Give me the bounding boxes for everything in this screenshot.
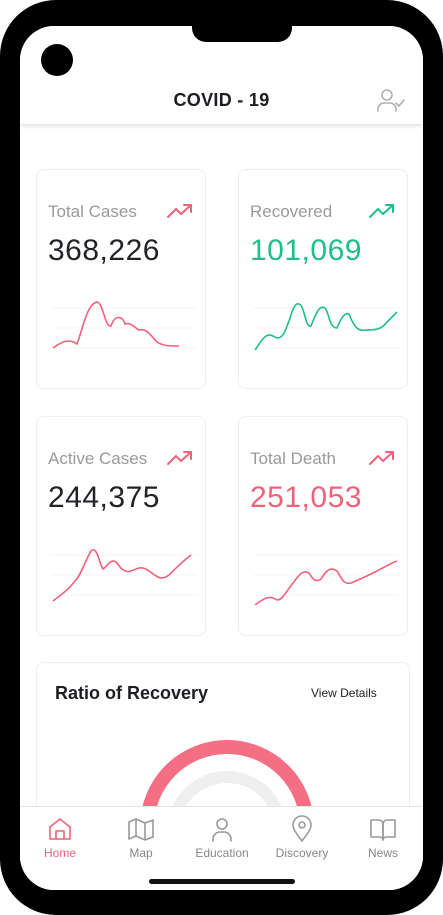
trending-up-icon [369,204,394,218]
card-value: 368,226 [48,234,160,267]
app-header: COVID - 19 [20,26,423,124]
home-indicator [149,879,295,884]
tab-home[interactable]: Home [20,815,100,865]
sparkline [253,554,399,605]
trending-up-icon [167,204,192,218]
tab-news[interactable]: News [343,815,423,865]
trending-up-icon [369,451,394,465]
card-label: Total Cases [48,202,137,221]
card-label: Active Cases [48,449,148,468]
tab-map[interactable]: Map [101,815,181,865]
map-pin-icon [292,815,312,842]
sparkline [51,301,197,349]
tab-label: Discovery [275,846,329,860]
tab-label: Map [129,846,153,860]
card-total-cases[interactable]: Total Cases 368,226 [36,169,206,389]
tab-label: Home [43,846,76,860]
tab-label: Education [195,846,249,860]
page-title: COVID - 19 [173,90,270,110]
section-title: Ratio of Recovery [55,683,209,703]
card-value: 251,053 [250,481,362,514]
user-check-icon [377,89,405,112]
sparkline [253,303,399,351]
card-value: 101,069 [250,234,362,267]
profile-button[interactable] [376,86,406,114]
view-details-link[interactable]: View Details [311,686,377,700]
tab-education[interactable]: Education [182,815,262,865]
map-icon [128,818,154,841]
tab-discovery[interactable]: Discovery [262,815,342,865]
card-active-cases[interactable]: Active Cases 244,375 [36,416,206,636]
app-screen: COVID - 19 Total Cases 368,226 [20,26,423,890]
card-value: 244,375 [48,481,160,514]
tab-label: News [367,846,398,860]
phone-notch [192,26,292,42]
trending-up-icon [167,451,192,465]
camera-dot [41,44,73,76]
card-label: Recovered [250,202,333,221]
bottom-tab-bar: Home Map Education [20,806,423,890]
book-open-icon [370,819,396,841]
card-total-death[interactable]: Total Death 251,053 [238,416,408,636]
card-label: Total Death [250,449,336,468]
home-icon [49,818,71,840]
sparkline [51,549,197,602]
user-icon [212,818,232,842]
card-recovered[interactable]: Recovered 101,069 [238,169,408,389]
